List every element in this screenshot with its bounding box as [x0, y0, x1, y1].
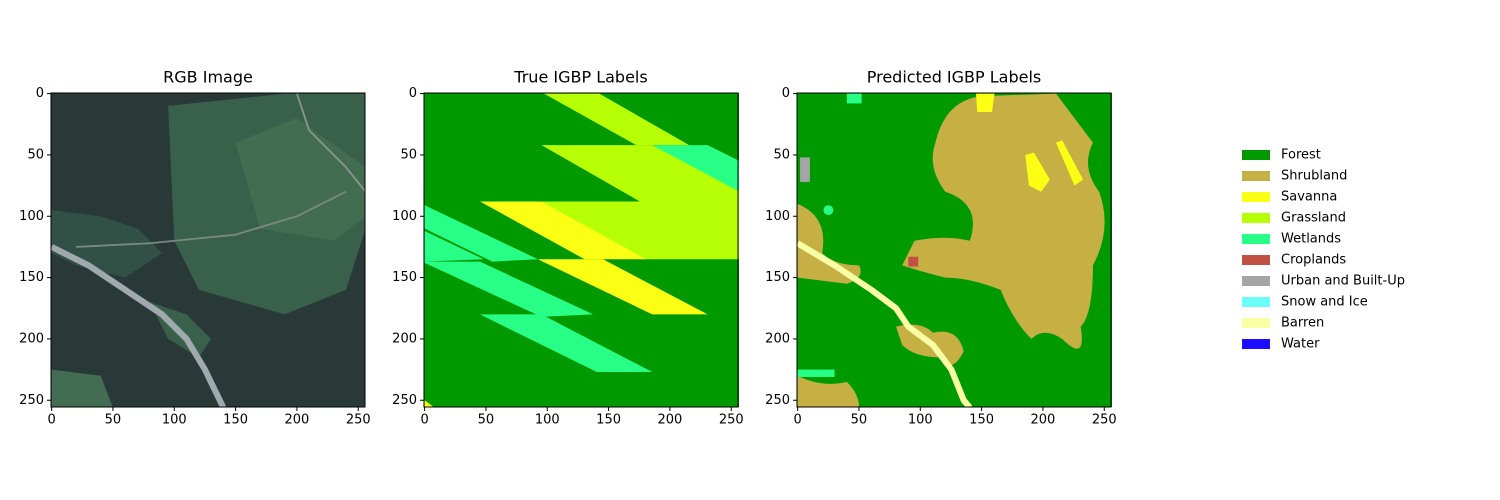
y-tick-label: 250: [765, 393, 790, 408]
x-tick-label: 250: [1092, 413, 1117, 428]
y-tick-label: 100: [392, 209, 417, 224]
x-tick-label: 0: [793, 413, 801, 428]
legend-label: Forest: [1281, 148, 1321, 163]
legend-swatch: [1242, 339, 1270, 349]
x-tick-label: 100: [162, 413, 187, 428]
panel-title: RGB Image: [163, 68, 253, 87]
legend-label: Snow and Ice: [1281, 295, 1368, 310]
x-tick-label: 200: [1031, 413, 1056, 428]
y-tick-label: 200: [19, 331, 44, 346]
x-tick-label: 200: [285, 413, 310, 428]
legend-label: Barren: [1281, 316, 1324, 331]
x-tick-label: 150: [596, 413, 621, 428]
x-tick-label: 0: [47, 413, 55, 428]
legend-label: Croplands: [1281, 253, 1346, 268]
predicted-label-map: [797, 93, 1112, 407]
x-tick-label: 50: [478, 413, 495, 428]
y-tick-label: 50: [27, 147, 44, 162]
legend-label: Urban and Built-Up: [1281, 274, 1405, 289]
legend-swatch: [1242, 213, 1270, 223]
y-tick-label: 150: [765, 270, 790, 285]
axes-frame: [50, 92, 366, 408]
x-tick-label: 150: [223, 413, 248, 428]
legend-label: Grassland: [1281, 211, 1346, 226]
legend-swatch: [1242, 318, 1270, 328]
legend-swatch: [1242, 276, 1270, 286]
legend-label: Wetlands: [1281, 232, 1341, 247]
y-tick-label: 250: [19, 393, 44, 408]
y-tick-label: 50: [773, 147, 790, 162]
legend-label: Shrubland: [1281, 169, 1347, 184]
panel-title: True IGBP Labels: [513, 68, 647, 87]
legend-swatch: [1242, 255, 1270, 265]
y-tick-label: 0: [36, 86, 44, 101]
y-tick-label: 0: [782, 86, 790, 101]
y-tick-label: 100: [19, 209, 44, 224]
x-tick-label: 100: [535, 413, 560, 428]
axes-frame: [423, 92, 739, 408]
x-tick-label: 250: [719, 413, 744, 428]
x-tick-label: 150: [969, 413, 994, 428]
legend-swatch: [1242, 171, 1270, 181]
x-tick-label: 100: [908, 413, 933, 428]
y-tick-label: 50: [400, 147, 417, 162]
y-tick-label: 200: [765, 331, 790, 346]
y-tick-label: 150: [392, 270, 417, 285]
legend-swatch: [1242, 234, 1270, 244]
panel-title: Predicted IGBP Labels: [867, 68, 1042, 87]
legend-swatch: [1242, 297, 1270, 307]
y-tick-label: 0: [409, 86, 417, 101]
x-tick-label: 200: [658, 413, 683, 428]
x-tick-label: 0: [420, 413, 428, 428]
x-tick-label: 250: [346, 413, 371, 428]
x-tick-label: 50: [851, 413, 868, 428]
legend-label: Savanna: [1281, 190, 1337, 205]
true-label-map: [424, 93, 739, 407]
y-tick-label: 100: [765, 209, 790, 224]
legend-swatch: [1242, 150, 1270, 160]
legend-swatch: [1242, 192, 1270, 202]
y-tick-label: 200: [392, 331, 417, 346]
y-tick-label: 150: [19, 270, 44, 285]
y-tick-label: 250: [392, 393, 417, 408]
legend-label: Water: [1281, 337, 1320, 352]
rgb-image: [51, 93, 365, 407]
x-tick-label: 50: [105, 413, 122, 428]
axes-frame: [796, 92, 1112, 408]
